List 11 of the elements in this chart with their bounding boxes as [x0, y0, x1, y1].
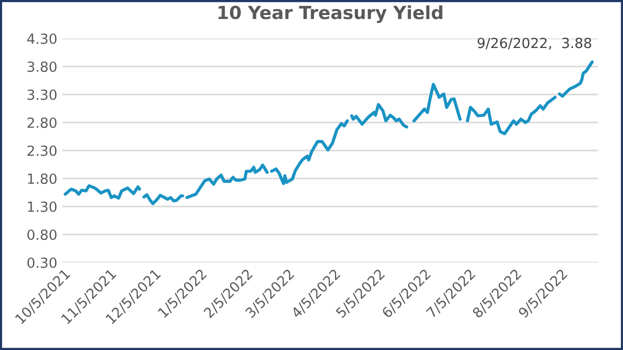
- chart-title: 10 Year Treasury Yield: [218, 5, 442, 23]
- y-tick-label: 2.30: [28, 145, 57, 156]
- y-tick-label: 3.30: [28, 89, 57, 100]
- y-tick-label: 3.80: [28, 61, 57, 72]
- y-tick-label: 1.80: [28, 173, 57, 184]
- y-tick-label: 4.30: [27, 33, 57, 44]
- y-tick-label: 0.30: [27, 257, 57, 268]
- y-tick-label: 2.80: [28, 117, 57, 128]
- annotation: 9/26/2022, 3.88: [478, 38, 592, 50]
- y-tick-label: 0.80: [27, 229, 57, 240]
- y-tick-label: 1.30: [28, 201, 57, 212]
